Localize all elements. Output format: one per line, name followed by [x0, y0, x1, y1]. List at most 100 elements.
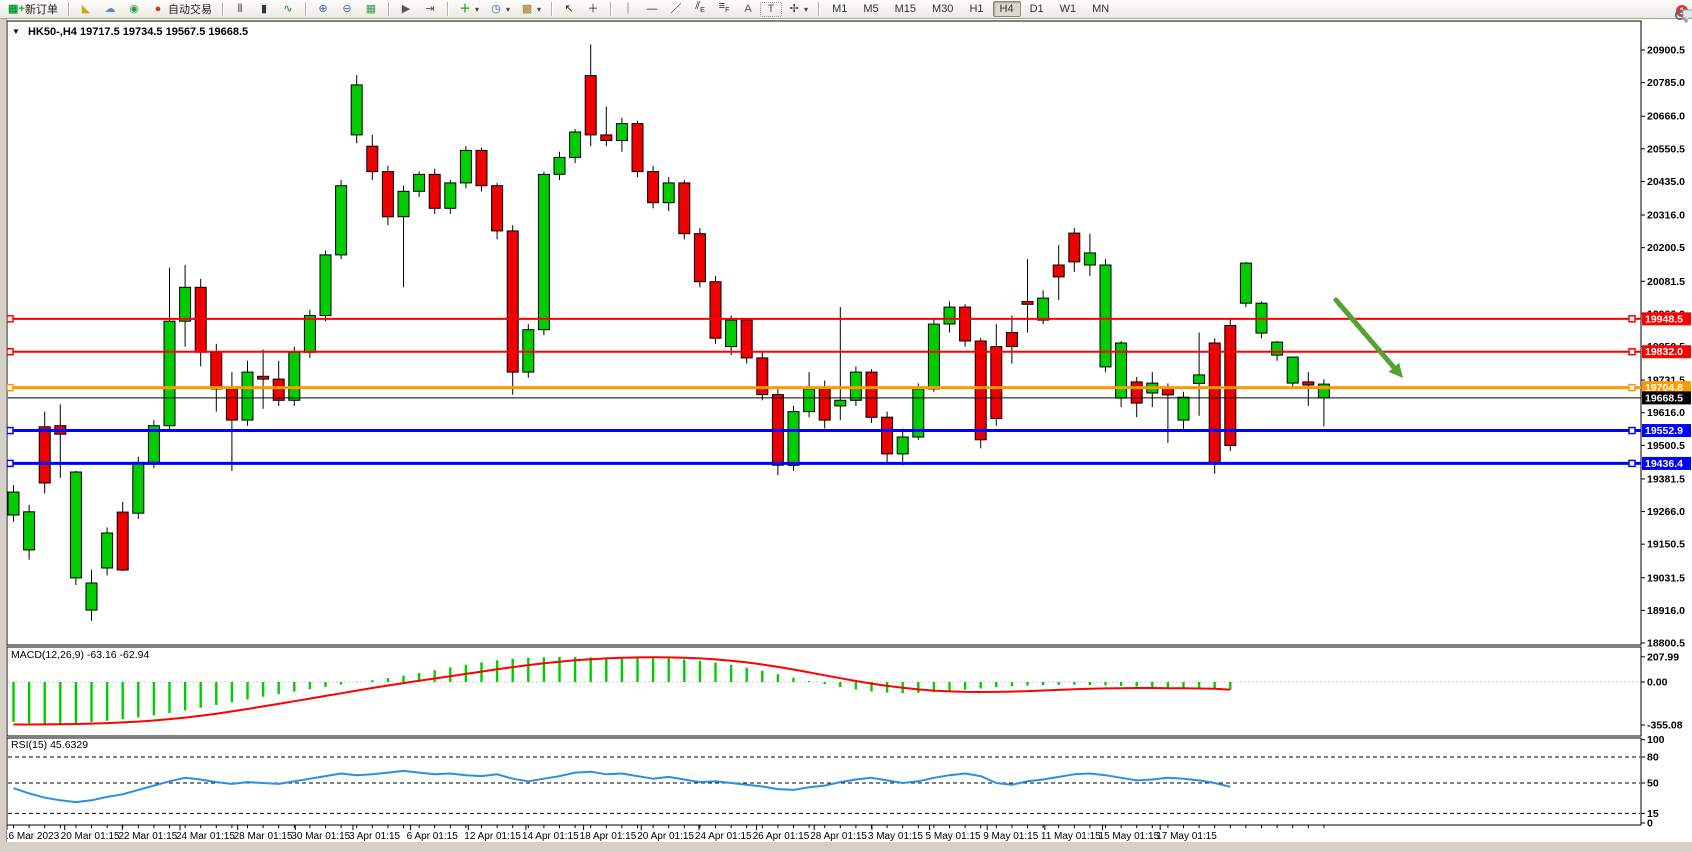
toolbar-separator — [551, 2, 553, 16]
toolbar-separator — [388, 2, 389, 16]
toolbar-separator — [222, 2, 223, 16]
svg-text:26 Apr 01:15: 26 Apr 01:15 — [753, 831, 810, 842]
svg-text:19500.5: 19500.5 — [1647, 440, 1685, 452]
window-left-border — [0, 18, 7, 852]
svg-text:16 Mar 2023: 16 Mar 2023 — [3, 831, 60, 842]
indicators-button[interactable]: ＋ ▾ — [459, 2, 480, 15]
cursor-icon[interactable]: ↖ — [564, 2, 574, 15]
text-label-tool-icon[interactable]: T — [760, 1, 783, 17]
toolbar-separator — [818, 2, 820, 16]
window-bottom-strip — [0, 842, 1692, 852]
clock-icon: ◷ — [491, 2, 501, 15]
timeframe-button-MN[interactable]: MN — [1092, 3, 1110, 15]
svg-text:19552.9: 19552.9 — [1645, 425, 1683, 437]
channel-tool-icon[interactable]: ⫽E — [695, 0, 705, 15]
svg-text:0: 0 — [1647, 818, 1653, 830]
svg-text:207.99: 207.99 — [1647, 651, 1679, 663]
timeframe-button-D1[interactable]: D1 — [1029, 3, 1044, 15]
toolbar-separator — [447, 2, 448, 16]
svg-text:12 Apr 01:15: 12 Apr 01:15 — [464, 831, 521, 842]
svg-text:20435.0: 20435.0 — [1647, 176, 1685, 188]
svg-text:17 May 01:15: 17 May 01:15 — [1156, 831, 1217, 842]
bar-chart-icon[interactable]: ⫴ — [237, 2, 243, 15]
timeframe-button-H4[interactable]: H4 — [992, 1, 1021, 17]
svg-text:15: 15 — [1647, 808, 1659, 820]
zoom-in-icon[interactable]: ⊕ — [318, 2, 328, 15]
signals-icon[interactable]: ◉ — [129, 2, 139, 15]
timeframe-button-M5[interactable]: M5 — [863, 3, 879, 15]
horizontal-line-tool-icon[interactable]: — — [646, 2, 658, 15]
svg-text:20 Mar 01:15: 20 Mar 01:15 — [61, 831, 120, 842]
chart-title[interactable]: ▼ HK50-,H4 19717.5 19734.5 19567.5 19668… — [12, 26, 248, 38]
svg-text:24 Apr 01:15: 24 Apr 01:15 — [695, 831, 752, 842]
periods-button[interactable]: ◷ ▾ — [484, 1, 515, 18]
svg-text:3 Apr 01:15: 3 Apr 01:15 — [349, 831, 401, 842]
svg-text:50: 50 — [1647, 778, 1659, 790]
timeframe-switcher: M1 M5 M15 M30 H1 H4 D1 W1 MN — [821, 1, 1120, 17]
svg-text:22 Mar 01:15: 22 Mar 01:15 — [118, 831, 177, 842]
candles — [7, 44, 1330, 621]
new-order-button[interactable]: ▦+ 新订单 — [3, 0, 63, 19]
svg-text:100: 100 — [1647, 734, 1665, 746]
svg-text:19150.5: 19150.5 — [1647, 539, 1685, 551]
new-order-label: 新订单 — [25, 4, 58, 16]
svg-text:20200.5: 20200.5 — [1647, 242, 1685, 254]
fibonacci-tool-icon[interactable]: ≡F — [718, 0, 730, 15]
timeframe-button-M30[interactable]: M30 — [932, 3, 954, 15]
svg-text:20900.5: 20900.5 — [1647, 45, 1685, 57]
vertical-line-tool-icon[interactable]: ｜ — [622, 2, 634, 15]
market-depth-icon[interactable]: ◣ — [81, 2, 91, 15]
svg-text:5 May 01:15: 5 May 01:15 — [926, 831, 981, 842]
svg-text:19266.0: 19266.0 — [1647, 506, 1685, 518]
svg-text:6 Apr 01:15: 6 Apr 01:15 — [407, 831, 459, 842]
chart-menu-caret-icon: ▼ — [12, 27, 20, 36]
svg-text:80: 80 — [1647, 751, 1659, 763]
timeframe-button-M15[interactable]: M15 — [894, 3, 917, 15]
tile-windows-icon[interactable]: ▦ — [365, 2, 377, 15]
candlestick-chart-icon[interactable]: ▮ — [260, 2, 268, 15]
svg-text:20081.5: 20081.5 — [1647, 276, 1685, 288]
svg-text:28 Mar 01:15: 28 Mar 01:15 — [234, 831, 293, 842]
svg-text:19704.8: 19704.8 — [1645, 382, 1683, 394]
timeframe-button-H1[interactable]: H1 — [969, 3, 984, 15]
auto-scroll-icon[interactable]: ▶ — [401, 2, 411, 15]
arrows-tool-icon: ✢ — [789, 2, 799, 15]
svg-text:19948.5: 19948.5 — [1645, 313, 1683, 325]
svg-text:28 Apr 01:15: 28 Apr 01:15 — [810, 831, 867, 842]
svg-text:20785.0: 20785.0 — [1647, 77, 1685, 89]
svg-text:24 Mar 01:15: 24 Mar 01:15 — [176, 831, 235, 842]
chart-shift-icon[interactable]: ⇥ — [425, 2, 435, 15]
svg-text:19616.0: 19616.0 — [1647, 407, 1685, 419]
svg-text:0.00: 0.00 — [1647, 677, 1668, 689]
trendline-tool-icon[interactable]: ／ — [670, 2, 682, 15]
navigator-icon[interactable]: ☁ — [104, 2, 116, 15]
chart-ohlc-values: 19717.5 19734.5 19567.5 19668.5 — [79, 26, 249, 38]
svg-text:19832.0: 19832.0 — [1645, 346, 1683, 358]
svg-text:20316.0: 20316.0 — [1647, 210, 1685, 222]
arrows-tool-button[interactable]: ✢ ▾ — [782, 1, 813, 18]
timeframe-button-W1[interactable]: W1 — [1059, 3, 1077, 15]
timeframe-button-M1[interactable]: M1 — [832, 3, 848, 15]
autotrade-icon: ● — [154, 2, 162, 15]
svg-text:19668.5: 19668.5 — [1645, 392, 1683, 404]
crosshair-icon[interactable]: ＋ — [587, 2, 599, 15]
svg-text:15 May 01:15: 15 May 01:15 — [1099, 831, 1160, 842]
chart-symbol: HK50-,H4 — [27, 26, 77, 38]
svg-text:20 Apr 01:15: 20 Apr 01:15 — [637, 831, 694, 842]
svg-text:18916.0: 18916.0 — [1647, 605, 1685, 617]
new-order-icon: ▦+ — [8, 2, 25, 15]
svg-text:11 May 01:15: 11 May 01:15 — [1041, 831, 1101, 842]
text-tool-icon[interactable]: A — [744, 2, 752, 15]
autotrade-label: 自动交易 — [168, 4, 212, 16]
templates-button[interactable]: ▩ ▾ — [521, 2, 542, 15]
zoom-out-icon[interactable]: ⊖ — [342, 2, 352, 15]
svg-text:14 Apr 01:15: 14 Apr 01:15 — [522, 831, 579, 842]
autotrade-button[interactable]: ● 自动交易 — [146, 0, 217, 19]
svg-text:19031.5: 19031.5 — [1647, 572, 1685, 584]
svg-text:-355.08: -355.08 — [1647, 719, 1683, 731]
line-chart-icon[interactable]: ∿ — [283, 2, 293, 15]
svg-text:19436.4: 19436.4 — [1645, 458, 1683, 470]
macd-indicator-label: MACD(12,26,9) -63.16 -62.94 — [11, 649, 150, 661]
toolbar-separator — [68, 2, 69, 16]
